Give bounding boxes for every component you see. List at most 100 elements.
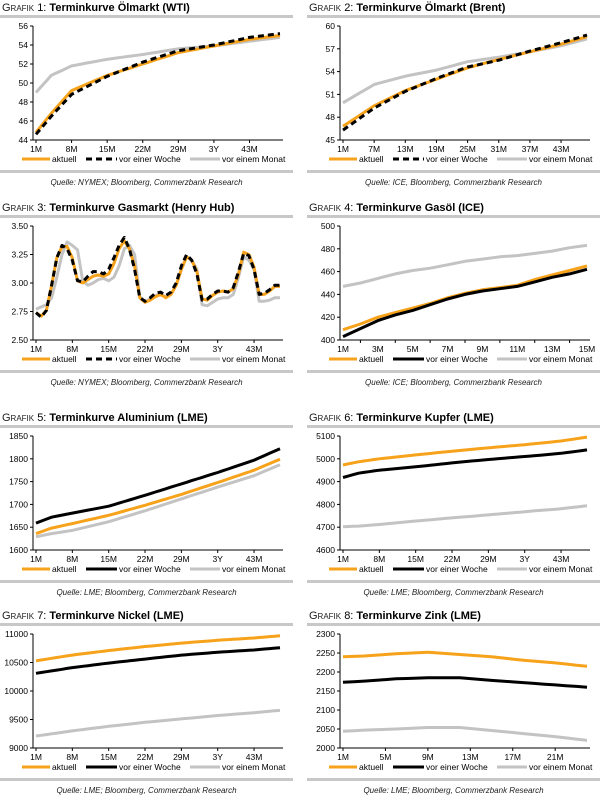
series-line-woche [342, 33, 588, 132]
series-line-woche [34, 32, 281, 136]
x-tick-label: 9M [422, 752, 434, 762]
chart-title-text: Terminkurve Aluminium (LME) [49, 412, 208, 424]
title-divider [0, 623, 293, 626]
y-tick-label: 5100 [316, 431, 335, 441]
series-line-monat [342, 37, 588, 105]
x-tick-label: 17M [504, 752, 521, 762]
y-tick-label: 57 [326, 44, 336, 54]
legend-label-aktuell: aktuell [52, 154, 77, 164]
grafik-number: 4: [344, 202, 357, 214]
x-tick-label: 1M [337, 144, 349, 154]
y-tick-label: 56 [19, 21, 29, 31]
grafik-number: 5: [37, 412, 50, 424]
legend-label-aktuell: aktuell [359, 762, 384, 772]
x-tick-label: 22M [137, 344, 154, 354]
legend-label-woche: vor einer Woche [119, 154, 181, 164]
chart-panel-5: Grafik 5: Terminkurve Aluminium (LME) Que… [0, 410, 293, 610]
legend-label-woche: vor einer Woche [426, 762, 488, 772]
line-chart: 1600 1650 1700 1750 1800 1850 1M 8M 15M 22M 29M 3Y 4… [9, 431, 286, 574]
y-tick-label: 9000 [9, 743, 28, 753]
x-tick-label: 1M [30, 144, 42, 154]
x-tick-label: 8M [373, 554, 385, 564]
legend-label-monat: vor einem Monat [222, 354, 286, 364]
legend-label-monat: vor einem Monat [529, 354, 593, 364]
grafik-number: 3: [37, 202, 50, 214]
legend-label-monat: vor einem Monat [529, 154, 593, 164]
y-tick-label: 48 [19, 97, 29, 107]
grafik-number: 2: [344, 2, 357, 14]
chart-title-text: Terminkurve Zink (LME) [356, 610, 481, 622]
x-tick-label: 7M [442, 344, 454, 354]
grafik-number: 7: [37, 610, 50, 622]
x-tick-label: 22M [137, 554, 154, 564]
grafik-label: Grafik [2, 610, 35, 622]
series-line-woche [342, 267, 588, 338]
x-tick-label: 25M [459, 144, 476, 154]
y-tick-label: 54 [326, 67, 336, 77]
series-line-woche [342, 676, 588, 689]
x-tick-label: 43M [246, 554, 263, 564]
series-line-monat [34, 35, 281, 94]
source-divider [307, 580, 600, 583]
y-tick-label: 3.50 [11, 221, 28, 231]
series-line-woche [35, 235, 280, 319]
y-tick-label: 3.00 [11, 278, 28, 288]
chart-title-text: Terminkurve Nickel (LME) [49, 610, 184, 622]
chart-title: Grafik 7: Terminkurve Nickel (LME) [2, 610, 184, 622]
y-tick-label: 11000 [5, 629, 28, 639]
line-chart: 2.50 2.75 3.00 3.25 3.50 1M 8M 15M 22M 29M 3Y 43M ak… [11, 221, 286, 364]
legend-label-woche: vor einer Woche [119, 354, 181, 364]
source-divider [0, 170, 293, 173]
chart-title: Grafik 1: Terminkurve Ölmarkt (WTI) [2, 2, 190, 14]
y-tick-label: 1600 [9, 545, 28, 555]
source-note: Quelle: NYMEX; Bloomberg, Commerzbank Re… [50, 178, 243, 187]
x-tick-label: 15M [99, 144, 116, 154]
legend-label-woche: vor einer Woche [119, 564, 181, 574]
title-divider [307, 425, 600, 428]
x-tick-label: 13M [544, 344, 561, 354]
source-note: Quelle: ICE, Bloomberg, Commerzbank Rese… [365, 178, 542, 187]
x-tick-label: 22M [444, 554, 461, 564]
legend-label-aktuell: aktuell [359, 354, 384, 364]
y-tick-label: 44 [19, 135, 29, 145]
chart-panel-6: Grafik 6: Terminkurve Kupfer (LME) Quelle… [307, 410, 600, 610]
y-tick-label: 2150 [316, 686, 335, 696]
grafik-label: Grafik [309, 2, 342, 14]
x-tick-label: 9M [477, 344, 489, 354]
grafik-label: Grafik [309, 202, 342, 214]
series-line-woche [342, 448, 588, 479]
source-divider [307, 778, 600, 781]
legend-label-woche: vor einer Woche [426, 354, 488, 364]
series-line-woche [35, 447, 281, 525]
chart-title: Grafik 6: Terminkurve Kupfer (LME) [309, 412, 494, 424]
line-chart: 2000 2050 2100 2150 2200 2250 2300 1M 5M 9M 13M 17M… [316, 629, 593, 772]
series-line-monat [35, 463, 281, 539]
series-line-aktuell [34, 34, 281, 134]
y-tick-label: 2.75 [11, 307, 28, 317]
x-tick-label: 29M [173, 554, 190, 564]
x-tick-label: 43M [246, 752, 263, 762]
x-tick-label: 3Y [212, 554, 223, 564]
x-tick-label: 1M [30, 344, 42, 354]
series-line-monat [342, 504, 588, 529]
source-note: Quelle: LME; Bloomberg, Commerzbank Rese… [363, 786, 544, 795]
y-tick-label: 3.25 [11, 250, 28, 260]
chart-panel-1: Grafik 1: Terminkurve Ölmarkt (WTI) Quell… [0, 0, 293, 200]
x-tick-label: 1M [337, 554, 349, 564]
source-note: Quelle: LME; Bloomberg, Commerzbank Rese… [56, 786, 237, 795]
legend-label-aktuell: aktuell [359, 154, 384, 164]
x-tick-label: 22M [137, 752, 154, 762]
title-divider [0, 215, 293, 218]
chart-title: Grafik 2: Terminkurve Ölmarkt (Brent) [309, 2, 505, 14]
x-tick-label: 15M [407, 554, 424, 564]
x-tick-label: 11M [509, 344, 525, 354]
x-tick-label: 15M [100, 554, 117, 564]
title-divider [307, 215, 600, 218]
y-tick-label: 440 [321, 289, 335, 299]
chart-panel-2: Grafik 2: Terminkurve Ölmarkt (Brent) Que… [307, 0, 600, 200]
y-tick-label: 1700 [9, 499, 28, 509]
legend-label-monat: vor einem Monat [222, 762, 286, 772]
title-divider [0, 425, 293, 428]
grafik-label: Grafik [2, 412, 35, 424]
y-tick-label: 10500 [4, 658, 28, 668]
